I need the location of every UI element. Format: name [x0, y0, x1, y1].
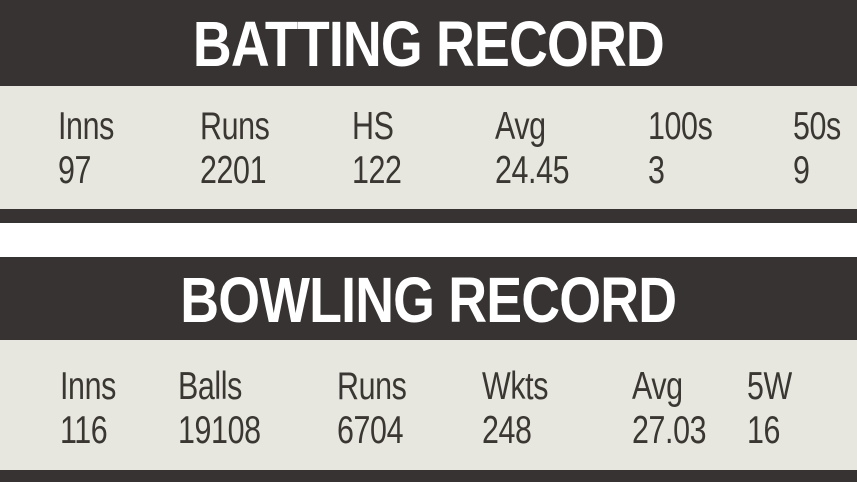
stat-label: Balls [178, 365, 242, 408]
stat-label: HS [352, 105, 394, 148]
batting-record-section: BATTING RECORD Inns 97 Runs 2201 HS 122 [0, 0, 857, 209]
stat-cell-bowling-wkts: Wkts 248 [482, 365, 632, 470]
stat-value: 9 [793, 149, 810, 192]
divider-stripe-bottom [0, 470, 857, 482]
stat-value: 19108 [178, 409, 261, 452]
stat-label: Inns [58, 105, 114, 148]
stat-value: 122 [352, 149, 402, 192]
stat-label: 50s [793, 105, 841, 148]
divider-stripe-top [0, 209, 857, 223]
stat-label: Runs [337, 365, 407, 408]
stat-label: Avg [495, 105, 546, 148]
batting-header-bar: BATTING RECORD [0, 0, 857, 86]
batting-stats-row: Inns 97 Runs 2201 HS 122 Avg 24.45 [0, 86, 857, 209]
stat-value: 2201 [200, 149, 267, 192]
bowling-stats-row: Inns 116 Balls 19108 Runs 6704 Wkts [0, 340, 857, 470]
stat-cell-batting-inns: Inns 97 [58, 105, 200, 209]
stat-value: 24.45 [495, 149, 570, 192]
stat-cell-bowling-avg: Avg 27.03 [632, 365, 747, 470]
stat-cell-batting-avg: Avg 24.45 [495, 105, 648, 209]
stat-label: Runs [200, 105, 270, 148]
stat-value: 248 [482, 409, 532, 452]
stat-label: Avg [632, 365, 683, 408]
stat-cell-bowling-runs: Runs 6704 [337, 365, 482, 470]
bowling-record-section: BOWLING RECORD Inns 116 Balls 19108 Runs… [0, 257, 857, 470]
stat-cell-bowling-5w: 5W 16 [747, 365, 857, 470]
stat-label: 100s [648, 105, 713, 148]
stat-value: 27.03 [632, 409, 707, 452]
stat-cell-batting-runs: Runs 2201 [200, 105, 352, 209]
stat-value: 16 [747, 409, 781, 452]
stat-cell-bowling-balls: Balls 19108 [178, 365, 337, 470]
section-gap [0, 223, 857, 257]
stat-label: 5W [747, 365, 792, 408]
stat-value: 116 [60, 409, 108, 452]
batting-title: BATTING RECORD [192, 8, 665, 80]
stat-cell-batting-100s: 100s 3 [648, 105, 793, 209]
stat-cell-batting-hs: HS 122 [352, 105, 495, 209]
stat-cell-bowling-inns: Inns 116 [60, 365, 178, 470]
stat-cell-batting-50s: 50s 9 [793, 105, 857, 209]
stat-value: 97 [58, 149, 92, 192]
stat-value: 3 [648, 149, 665, 192]
bowling-title: BOWLING RECORD [180, 263, 678, 336]
stat-label: Wkts [482, 365, 549, 408]
stat-label: Inns [60, 365, 116, 408]
stat-value: 6704 [337, 409, 404, 452]
bowling-header-bar: BOWLING RECORD [0, 257, 857, 340]
